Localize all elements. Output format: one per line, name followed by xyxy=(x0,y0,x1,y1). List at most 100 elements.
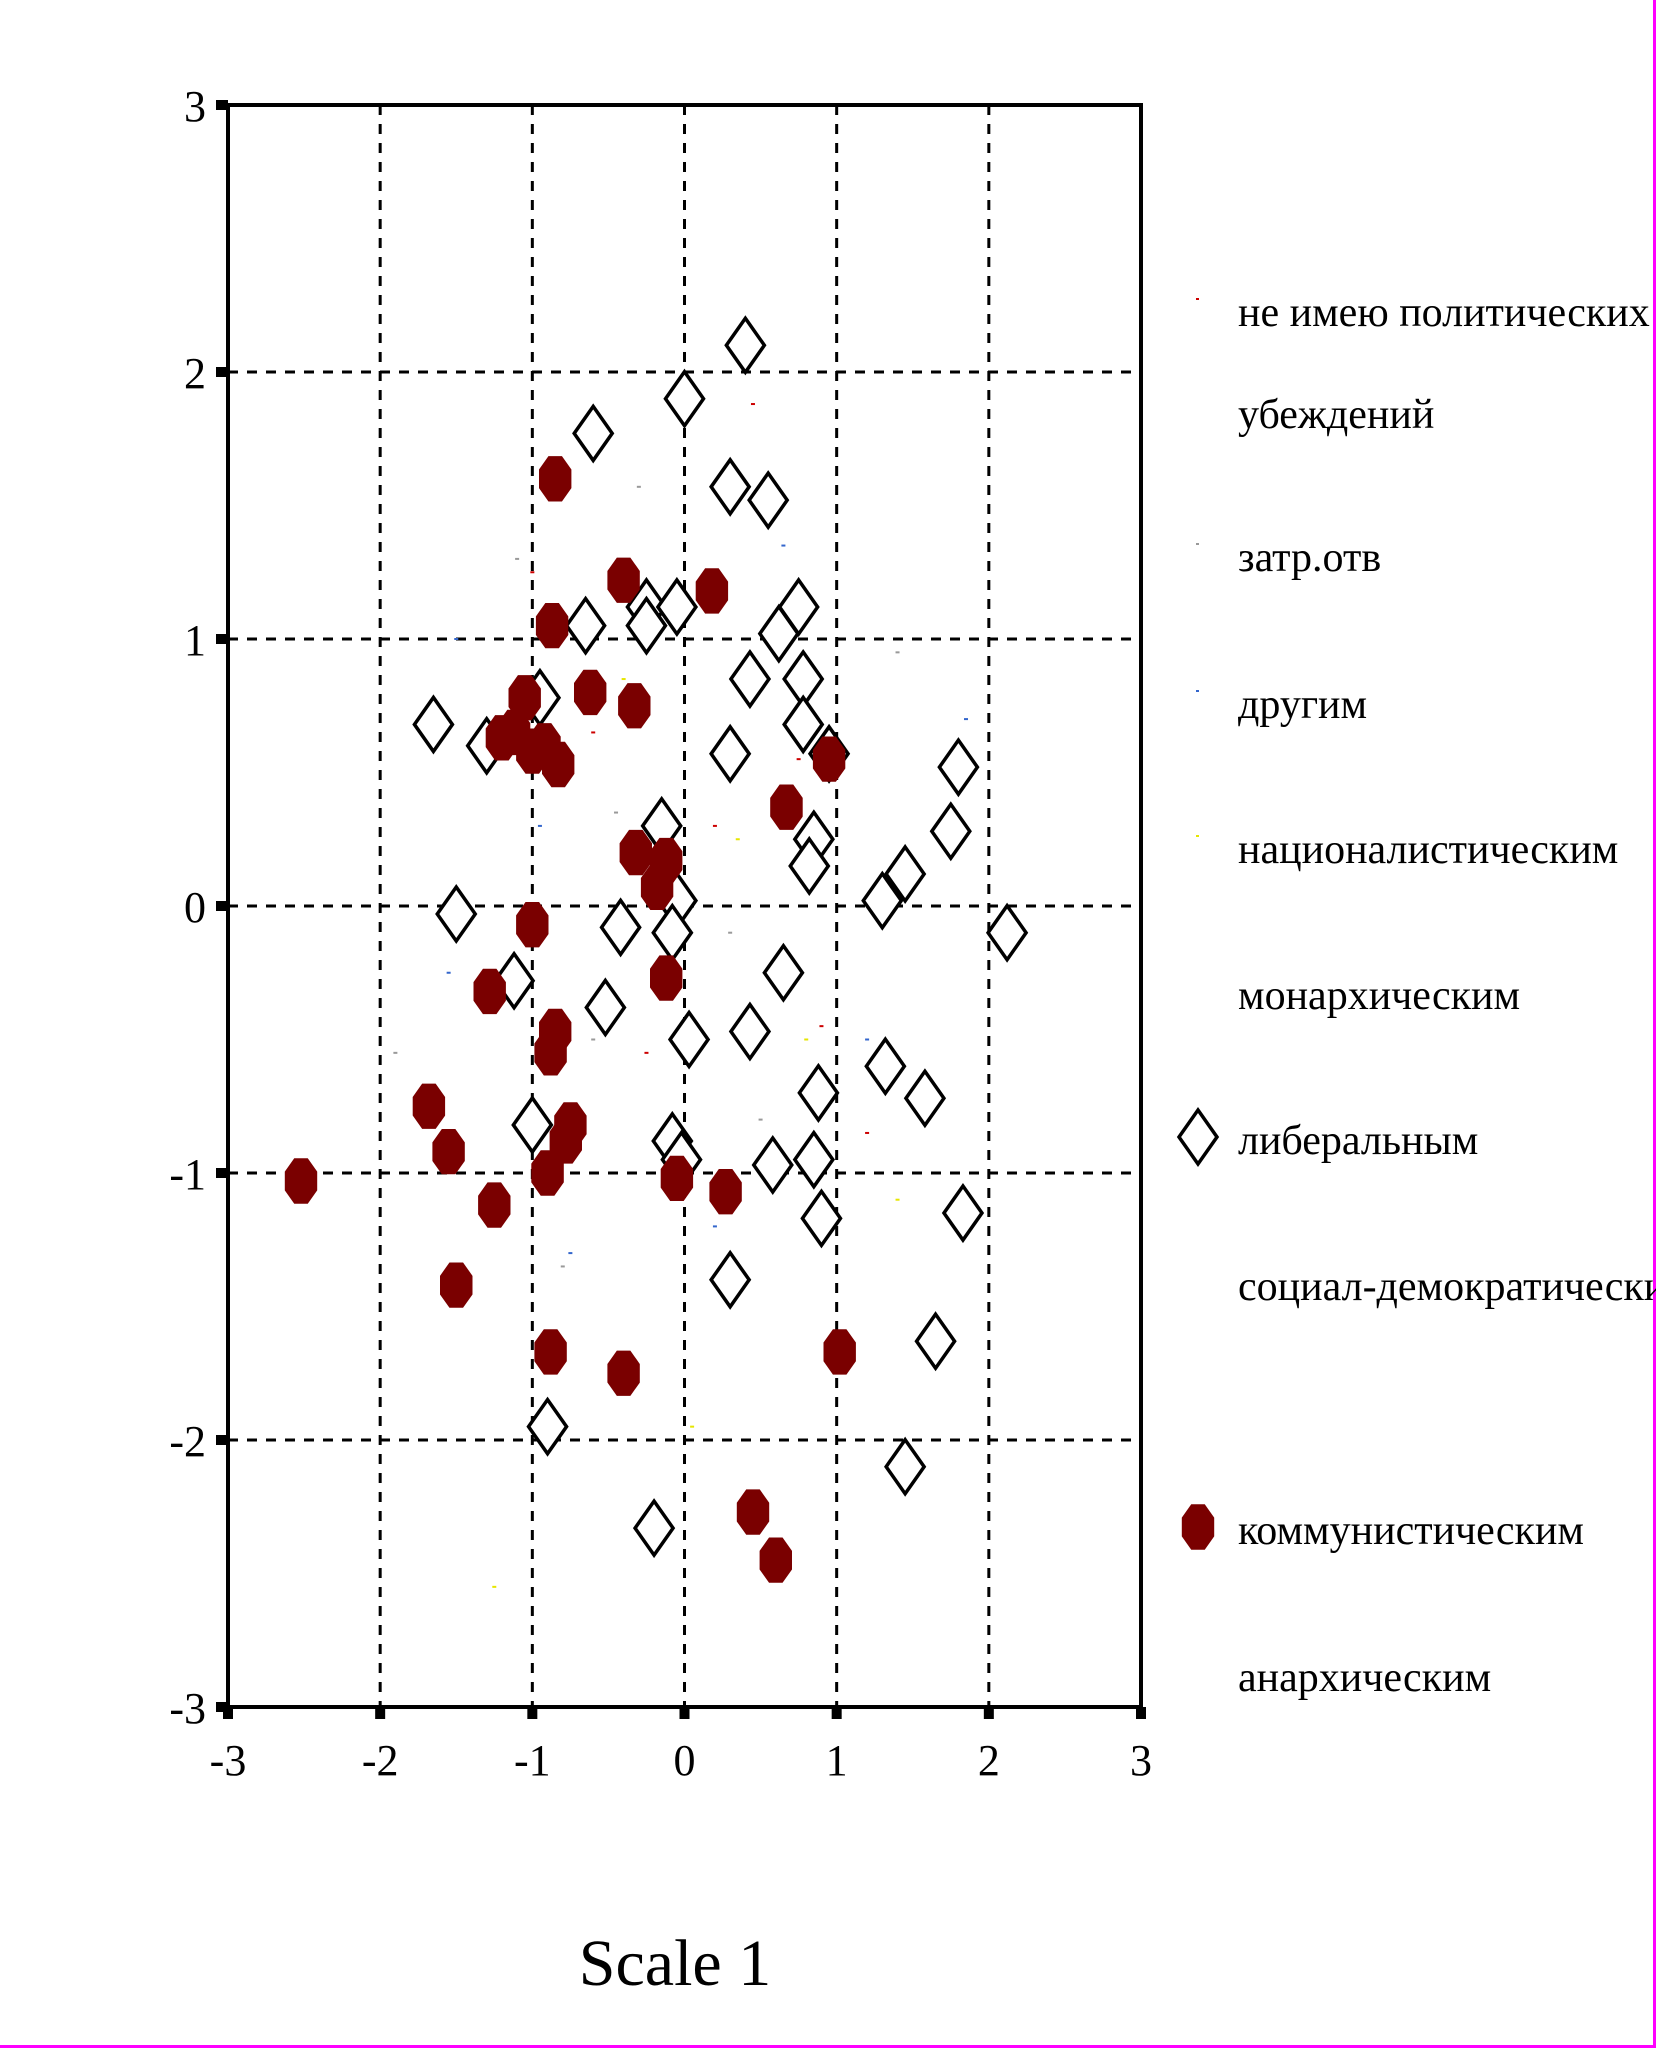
point-liberal xyxy=(632,1498,676,1559)
minor-point xyxy=(636,485,641,488)
minor-point xyxy=(492,1585,497,1588)
minor-point xyxy=(644,1051,649,1054)
minor-point xyxy=(621,678,626,681)
legend-label: социал-демократическим xyxy=(1238,1264,1656,1310)
y-tick-label: -2 xyxy=(169,1417,206,1466)
minor-point xyxy=(591,1038,596,1041)
minor-point xyxy=(530,571,535,574)
point-liberal xyxy=(709,1249,752,1310)
point-communist xyxy=(432,1129,465,1175)
legend-label: коммунистическим xyxy=(1238,1508,1584,1554)
axes: 3 2 1 0 -1 -2 -3-3 -2 -1 0 1 2 3 xyxy=(169,82,1152,1785)
minor-point xyxy=(446,971,451,974)
y-tick-label: 0 xyxy=(184,883,206,932)
point-liberal xyxy=(663,368,706,429)
point-communist xyxy=(618,683,651,729)
point-liberal xyxy=(599,897,642,958)
point-communist xyxy=(607,557,640,603)
minor-point xyxy=(804,1038,809,1041)
point-liberal xyxy=(985,902,1029,963)
y-tick-mark xyxy=(216,901,228,911)
x-tick-mark xyxy=(831,1707,842,1719)
minor-point xyxy=(865,1038,870,1041)
point-communist xyxy=(660,1155,694,1201)
y-tick-label: -1 xyxy=(169,1150,206,1199)
point-communist xyxy=(619,829,652,876)
point-communist xyxy=(736,1489,770,1535)
legend-label: затр.отв xyxy=(1238,535,1381,581)
point-communist xyxy=(650,955,683,1001)
minor-point xyxy=(895,651,900,654)
legend-marker-dot xyxy=(1196,1272,1199,1274)
point-liberal xyxy=(782,694,825,755)
minor-point xyxy=(758,1118,763,1121)
point-liberal xyxy=(797,1062,840,1123)
minor-point xyxy=(591,731,596,734)
y-tick-mark xyxy=(216,634,228,644)
point-communist xyxy=(412,1083,446,1129)
point-liberal xyxy=(625,595,668,656)
point-communist xyxy=(535,603,569,649)
x-axis-label: Scale 1 xyxy=(579,1927,771,2000)
point-communist xyxy=(823,1329,856,1375)
point-communist xyxy=(709,1169,742,1215)
legend-label: не имею политических xyxy=(1238,290,1650,336)
minor-point xyxy=(454,638,459,640)
point-liberal xyxy=(864,1036,907,1097)
x-tick-mark xyxy=(223,1707,233,1719)
minor-point xyxy=(781,544,786,547)
legend-marker-liberal xyxy=(1176,1106,1220,1168)
point-liberal xyxy=(728,649,772,710)
x-tick-label: 1 xyxy=(826,1736,848,1785)
point-liberal xyxy=(747,470,790,531)
point-liberal xyxy=(709,456,752,517)
point-liberal xyxy=(435,883,478,945)
series-points xyxy=(284,315,1029,1583)
point-liberal xyxy=(861,870,904,931)
minor-point xyxy=(690,1425,695,1428)
point-liberal xyxy=(526,1396,569,1457)
point-liberal xyxy=(564,595,607,656)
legend-marker-dot xyxy=(1196,981,1199,983)
x-tick-label: 2 xyxy=(978,1736,1000,1785)
point-communist xyxy=(534,1030,567,1076)
point-liberal xyxy=(655,576,699,638)
y-tick-label: 3 xyxy=(184,82,206,131)
minor-point xyxy=(750,403,755,406)
x-tick-label: 3 xyxy=(1130,1736,1152,1785)
point-communist xyxy=(759,1537,792,1583)
point-communist xyxy=(478,1182,511,1228)
minor-point xyxy=(819,1025,824,1028)
minor-point xyxy=(712,824,717,827)
point-liberal xyxy=(914,1311,957,1372)
point-liberal xyxy=(511,1094,554,1155)
legend-marker-dot xyxy=(1196,543,1199,545)
minor-point xyxy=(728,931,733,934)
point-liberal xyxy=(788,835,831,896)
minor-point xyxy=(712,1225,717,1228)
minor-point xyxy=(964,718,969,721)
legend-label: монархическим xyxy=(1238,973,1520,1019)
point-communist xyxy=(516,902,549,948)
minor-point xyxy=(568,1252,573,1255)
x-tick-label: -1 xyxy=(514,1736,551,1785)
legend-marker-dot xyxy=(1196,690,1199,692)
legend-marker-dot xyxy=(1196,835,1199,837)
x-tick-label: -2 xyxy=(362,1736,399,1785)
minor-point xyxy=(895,1198,900,1201)
y-tick-label: 2 xyxy=(184,349,206,398)
x-tick-label: -3 xyxy=(210,1736,247,1785)
point-communist xyxy=(640,864,674,910)
point-communist xyxy=(695,568,729,614)
y-tick-mark xyxy=(216,1168,228,1178)
x-tick-mark xyxy=(679,1707,690,1719)
point-communist xyxy=(440,1262,473,1308)
x-tick-mark xyxy=(375,1707,386,1719)
minor-point xyxy=(735,838,740,841)
point-liberal xyxy=(751,1134,794,1196)
point-liberal xyxy=(724,315,767,376)
point-communist xyxy=(770,784,803,830)
legend-marker-dot xyxy=(1196,298,1199,300)
